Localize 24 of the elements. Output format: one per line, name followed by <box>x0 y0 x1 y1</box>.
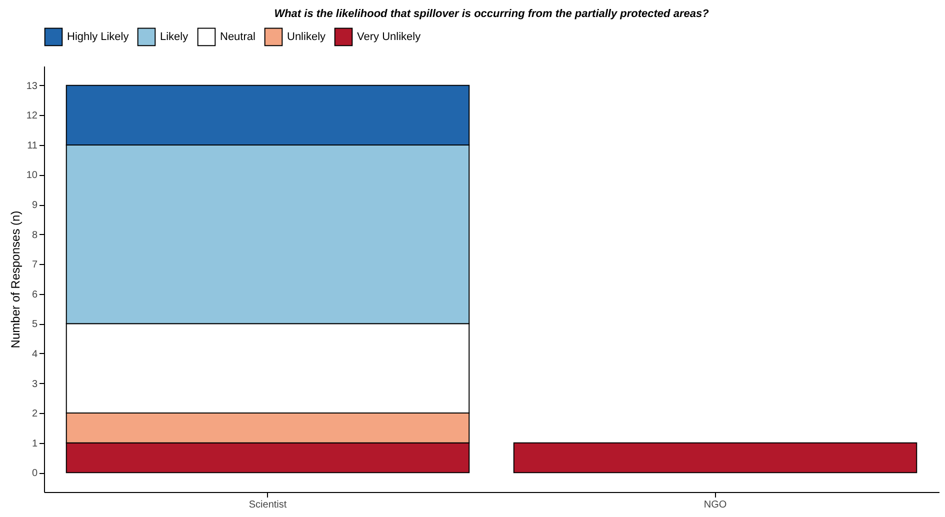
chart-title: What is the likelihood that spillover is occurring from the partially protected areas? <box>274 8 710 20</box>
legend-label: Neutral <box>220 30 256 43</box>
y-tick-label: 7 <box>32 260 38 271</box>
y-axis-title: Number of Responses (n) <box>8 210 22 348</box>
y-tick-label: 12 <box>26 110 38 122</box>
y-tick-label: 9 <box>32 200 38 212</box>
legend-label: Likely <box>160 30 189 43</box>
legend-label: Unlikely <box>287 30 326 43</box>
y-tick-label: 3 <box>32 378 38 390</box>
y-tick-label: 5 <box>32 319 38 330</box>
y-tick-label: 6 <box>32 289 38 300</box>
x-tick-label: NGO <box>704 500 727 510</box>
y-tick-label: 4 <box>32 348 38 360</box>
y-tick-label: 10 <box>26 170 38 182</box>
y-tick-label: 0 <box>32 468 38 480</box>
bar <box>513 442 918 474</box>
x-tick-label: Scientist <box>248 500 287 510</box>
y-tick-label: 11 <box>27 140 38 152</box>
y-tick-label: 1 <box>32 438 38 450</box>
legend-label: Highly Likely <box>67 30 130 43</box>
legend-label: Very Unlikely <box>357 30 422 43</box>
y-tick-label: 2 <box>32 408 38 420</box>
y-tick-label: 8 <box>32 230 38 241</box>
y-tick-label: 13 <box>26 80 38 92</box>
